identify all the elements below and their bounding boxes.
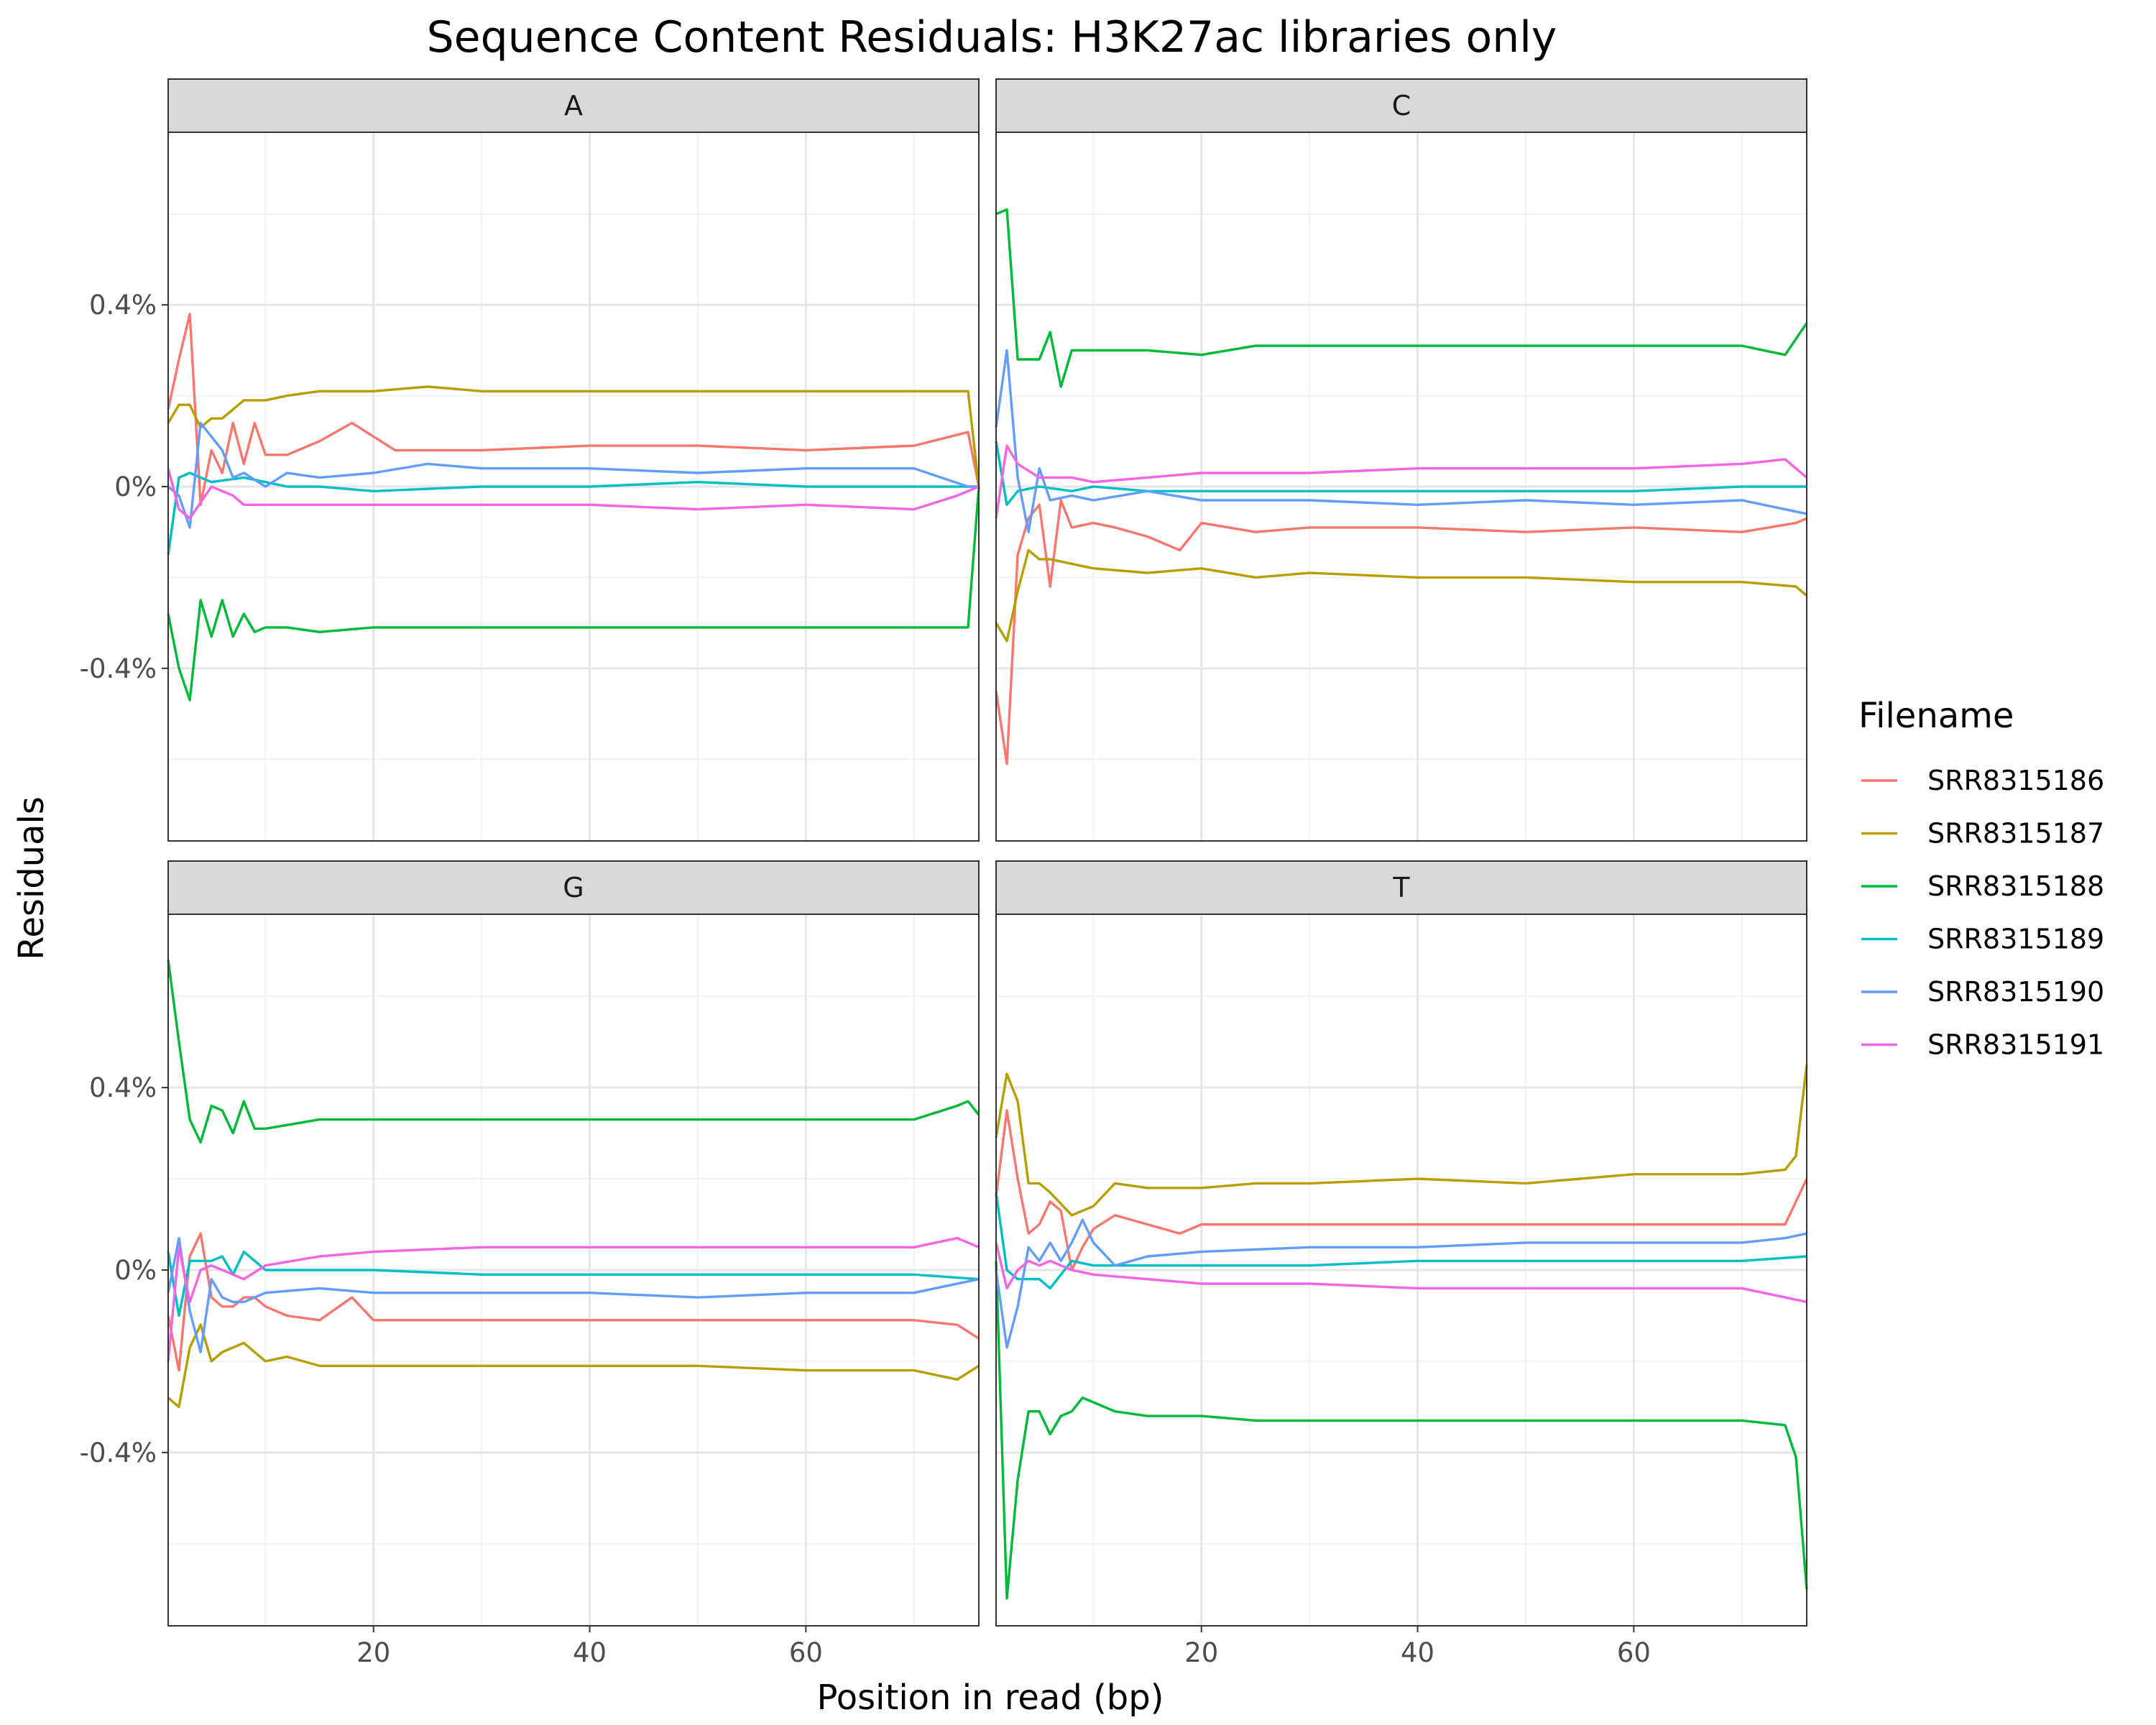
y-axis-title: Residuals	[11, 796, 52, 960]
chart-title: Sequence Content Residuals: H3K27ac libr…	[427, 12, 1557, 63]
series-line-SRR8315190	[167, 1236, 980, 1353]
x-axis-title: Position in read (bp)	[817, 1678, 1164, 1718]
legend-item-SRR8315186: SRR8315186	[1861, 765, 2104, 796]
series-line-SRR8315187	[167, 1323, 980, 1409]
y-tick-label: -0.4%	[80, 1438, 157, 1468]
facet-strip	[167, 860, 980, 915]
facet-strip-label: A	[564, 90, 583, 121]
facet-strip	[995, 860, 1807, 915]
y-tick-label: 0.4%	[89, 290, 157, 321]
series-line-SRR8315186	[995, 1109, 1808, 1271]
legend-label: SRR8315190	[1927, 976, 2104, 1008]
y-tick-label: 0.4%	[89, 1072, 157, 1103]
y-tick-label: 0%	[114, 1255, 157, 1286]
legend-title: Filename	[1858, 696, 2014, 736]
series-line-SRR8315190	[995, 349, 1807, 533]
facet-panels: A 0.4% 0% -0.4% C G 0.4% 0% -0.4% 20 40 60 T 20 40 60	[80, 78, 1808, 1668]
legend-label: SRR8315186	[1927, 765, 2104, 796]
legend-label: SRR8315189	[1927, 924, 2104, 955]
facet-strip-label: C	[1392, 90, 1411, 121]
series-line-SRR8315186	[167, 313, 980, 506]
legend-item-SRR8315188: SRR8315188	[1861, 870, 2104, 902]
facet-panel-A: A 0.4% 0% -0.4%	[80, 78, 980, 842]
series-line-SRR8315188	[167, 960, 980, 1144]
legend-label: SRR8315188	[1927, 870, 2104, 902]
x-tick-label: 60	[789, 1637, 823, 1668]
series-line-SRR8315191	[995, 444, 1808, 519]
series-line-SRR8315186	[167, 1232, 980, 1372]
x-tick-label: 40	[1401, 1637, 1434, 1668]
series-line-SRR8315190	[167, 421, 979, 529]
facet-panel-G: G 0.4% 0% -0.4% 20 40 60	[80, 860, 980, 1668]
legend-items: SRR8315186 SRR8315187 SRR8315188 SRR8315189…	[1861, 765, 2104, 1061]
facet-strip-label: G	[563, 872, 584, 903]
facet-strip	[167, 78, 980, 133]
series-line-SRR8315188	[995, 208, 1808, 388]
legend-item-SRR8315191: SRR8315191	[1861, 1029, 2104, 1061]
facet-strip-label: T	[1392, 872, 1410, 903]
panel-border	[995, 132, 1807, 842]
series-line-SRR8315187	[995, 548, 1808, 643]
legend-label: SRR8315191	[1927, 1029, 2104, 1061]
panel-border	[995, 914, 1807, 1627]
x-tick-label: 20	[1184, 1637, 1218, 1668]
series-line-SRR8315188	[995, 1261, 1808, 1600]
series-line-SRR8315189	[995, 1192, 1807, 1290]
series-line-SRR8315191	[995, 1242, 1807, 1304]
series-line-SRR8315189	[167, 1250, 980, 1317]
y-tick-label: -0.4%	[80, 653, 157, 684]
series-line-SRR8315187	[995, 1064, 1808, 1217]
legend-item-SRR8315190: SRR8315190	[1861, 976, 2104, 1008]
series-line-SRR8315190	[995, 1218, 1807, 1349]
x-tick-label: 60	[1617, 1637, 1651, 1668]
legend-item-SRR8315187: SRR8315187	[1861, 818, 2104, 850]
series-line-SRR8315188	[167, 486, 980, 702]
series-line-SRR8315189	[167, 472, 979, 556]
legend-item-SRR8315189: SRR8315189	[1861, 924, 2104, 955]
legend: Filename SRR8315186SRR8315187SRR8315188S…	[1858, 696, 2104, 1061]
legend-label: SRR8315187	[1927, 818, 2104, 850]
x-tick-label: 20	[356, 1637, 390, 1668]
series-line-SRR8315191	[167, 1236, 980, 1362]
facet-panel-C: C	[995, 78, 1808, 842]
facet-panel-T: T 20 40 60	[995, 860, 1808, 1668]
y-tick-label: 0%	[114, 472, 157, 502]
x-tick-label: 40	[573, 1637, 607, 1668]
series-line-SRR8315191	[167, 468, 980, 520]
